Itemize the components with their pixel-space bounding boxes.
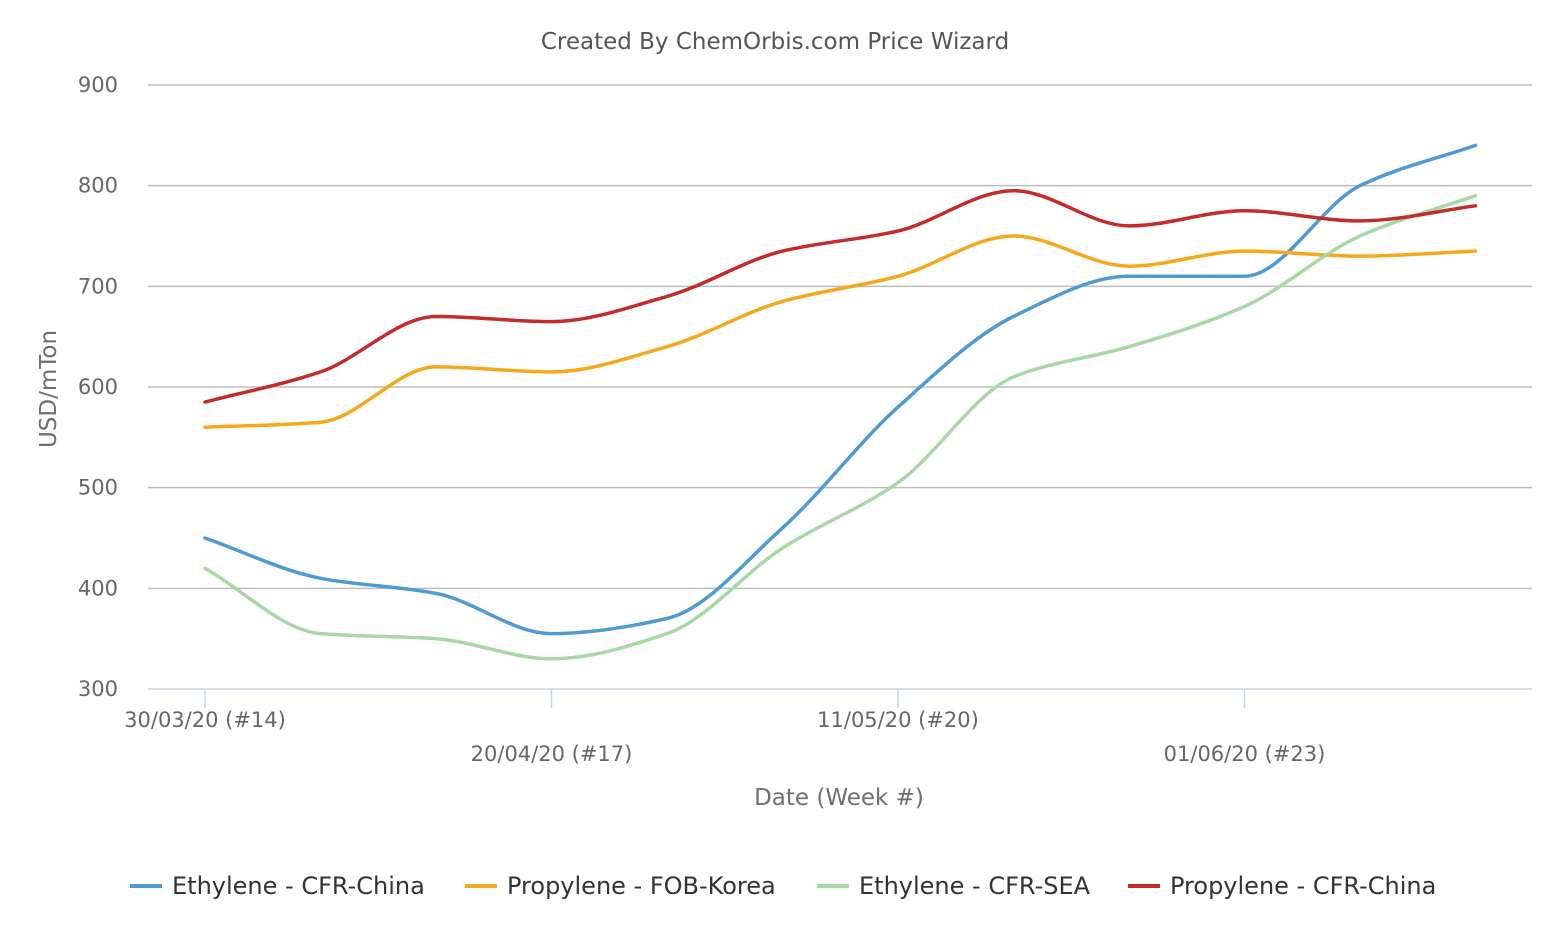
y-tick-label: 600 bbox=[78, 375, 118, 399]
y-tick-label: 500 bbox=[78, 476, 118, 500]
legend: Ethylene - CFR-China Propylene - FOB-Kore… bbox=[130, 872, 1436, 900]
y-tick-label: 800 bbox=[78, 174, 118, 198]
legend-item[interactable]: Ethylene - CFR-SEA bbox=[817, 872, 1091, 900]
y-tick-label: 900 bbox=[78, 73, 118, 97]
x-axis-label: Date (Week #) bbox=[754, 785, 924, 811]
legend-item[interactable]: Propylene - FOB-Korea bbox=[465, 872, 776, 900]
series-line-propylene-fob-korea bbox=[203, 234, 1478, 430]
x-tick-label: 20/04/20 (#17) bbox=[471, 742, 633, 766]
series-line-ethylene-cfr-china bbox=[203, 143, 1478, 636]
legend-item[interactable]: Ethylene - CFR-China bbox=[130, 872, 425, 900]
series-lines bbox=[203, 143, 1478, 661]
legend-label: Ethylene - CFR-SEA bbox=[859, 872, 1091, 900]
legend-label: Propylene - FOB-Korea bbox=[507, 872, 776, 900]
grid-lines bbox=[148, 84, 1532, 590]
x-tick-label: 30/03/20 (#14) bbox=[124, 708, 286, 732]
x-tick-label: 01/06/20 (#23) bbox=[1164, 742, 1326, 766]
chart-title: Created By ChemOrbis.com Price Wizard bbox=[541, 29, 1009, 55]
y-axis-label: USD/mTon bbox=[36, 330, 62, 448]
series-line-propylene-cfr-china bbox=[203, 188, 1478, 404]
series-line-ethylene-cfr-sea bbox=[203, 193, 1478, 661]
legend-label: Ethylene - CFR-China bbox=[172, 872, 425, 900]
x-tick-label: 11/05/20 (#20) bbox=[817, 708, 979, 732]
y-tick-label: 300 bbox=[78, 677, 118, 701]
legend-item[interactable]: Propylene - CFR-China bbox=[1128, 872, 1436, 900]
y-tick-label: 700 bbox=[78, 274, 118, 298]
y-axis-ticks: 300 400 500 600 700 800 900 bbox=[78, 73, 118, 701]
x-axis-ticks: 30/03/20 (#14) 20/04/20 (#17) 11/05/20 (#2… bbox=[124, 689, 1325, 766]
legend-label: Propylene - CFR-China bbox=[1170, 872, 1436, 900]
y-tick-label: 400 bbox=[78, 576, 118, 600]
